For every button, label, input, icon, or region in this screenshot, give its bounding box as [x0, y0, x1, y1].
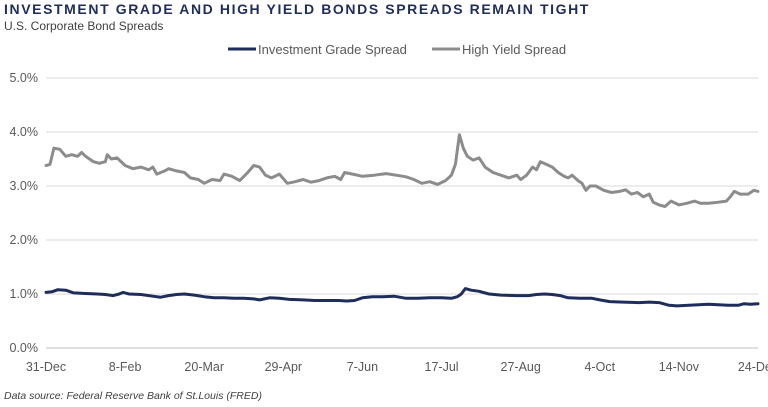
x-axis-ticks: 31-Dec 8-Feb 20-Mar 29-Apr 7-Jun 17-Jul 27-Aug…: [26, 360, 768, 374]
series-lines: [44, 133, 760, 308]
chart-subtitle: U.S. Corporate Bond Spreads: [4, 19, 164, 33]
data-source-note: Data source: Federal Reserve Bank of St.…: [4, 390, 262, 402]
legend-label-1: High Yield Spread: [462, 42, 566, 57]
gridlines: [46, 77, 758, 349]
x-tick-label: 24-Dec: [738, 360, 768, 374]
bond-spread-line-chart: 0.0% 1.0% 2.0% 3.0% 4.0% 5.0% 31-Dec 8-Feb 20-M…: [10, 42, 768, 374]
y-axis-ticks: 0.0% 1.0% 2.0% 3.0% 4.0% 5.0%: [10, 71, 39, 355]
y-tick-label: 0.0%: [10, 341, 39, 355]
x-tick-label: 27-Aug: [501, 360, 541, 374]
y-tick-label: 4.0%: [10, 125, 39, 139]
x-tick-label: 8-Feb: [109, 360, 142, 374]
x-tick-label: 29-Apr: [265, 360, 303, 374]
legend-label-0: Investment Grade Spread: [258, 42, 407, 57]
x-tick-label: 31-Dec: [26, 360, 66, 374]
series-line-1: [44, 133, 760, 208]
x-tick-label: 20-Mar: [184, 360, 224, 374]
y-tick-label: 5.0%: [10, 71, 39, 85]
y-tick-label: 2.0%: [10, 233, 39, 247]
y-tick-label: 1.0%: [10, 287, 39, 301]
chart-title: INVESTMENT GRADE AND HIGH YIELD BONDS SP…: [4, 1, 590, 17]
y-tick-label: 3.0%: [10, 179, 39, 193]
x-tick-label: 14-Nov: [659, 360, 700, 374]
x-tick-label: 7-Jun: [347, 360, 378, 374]
x-tick-label: 4-Oct: [584, 360, 615, 374]
x-tick-label: 17-Jul: [425, 360, 459, 374]
series-line-0: [44, 287, 760, 308]
legend: Investment Grade Spread High Yield Spread: [228, 42, 566, 57]
